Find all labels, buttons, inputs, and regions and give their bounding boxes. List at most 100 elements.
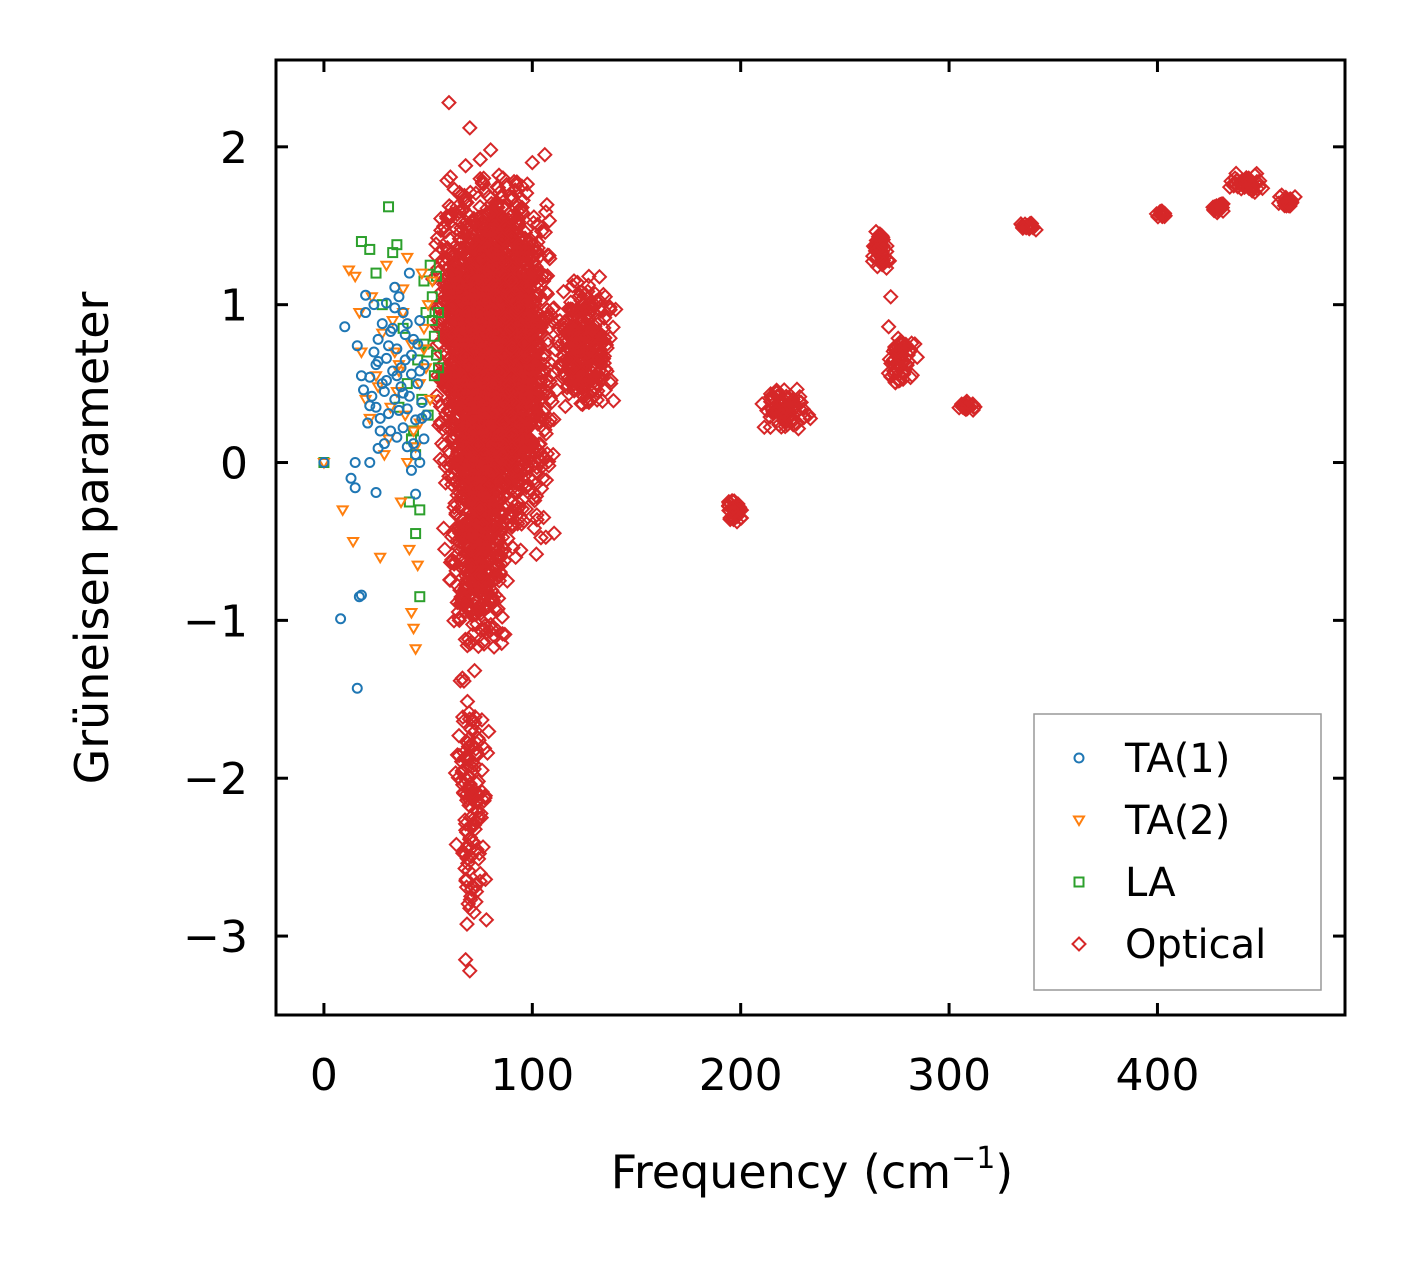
plot-frame [274,58,1347,1017]
optical-point [474,365,491,382]
optical-point [459,916,475,933]
optical-point [456,844,473,861]
ta1-point [391,431,403,443]
optical-point [440,394,457,411]
la-point [430,349,442,361]
legend-label: Optical [1125,922,1266,968]
optical-point [462,217,479,234]
optical-point [472,500,488,516]
optical-point [1223,173,1240,190]
x-tick-label: 400 [1115,1050,1199,1101]
optical-point [577,286,594,303]
ta1-point [418,433,430,445]
optical-point [895,371,912,388]
optical-point [573,318,590,334]
optical-point [474,224,491,241]
optical-point [477,787,494,804]
la-point [370,267,382,279]
optical-point [499,572,516,589]
optical-point [487,587,504,603]
optical-point [529,511,545,528]
optical-point [501,376,518,393]
optical-point [887,374,904,390]
optical-point [594,393,611,410]
optical-point [1248,165,1265,182]
x-axis-label: Frequency (cm−1) [611,1141,1014,1199]
series-ta1 [318,267,432,694]
optical-point [541,212,558,229]
optical-point [485,518,502,534]
optical-point [454,591,471,607]
optical-point [488,352,505,368]
optical-point [428,387,445,404]
ta1-point [412,378,424,390]
optical-point [470,334,487,351]
optical-point [534,470,551,487]
optical-point [468,284,485,301]
optical-point [478,340,495,357]
optical-point [477,322,494,339]
optical-point [463,819,480,836]
optical-point [785,391,801,408]
optical-point [580,268,597,285]
optical-point [474,272,491,289]
optical-point [551,312,568,329]
optical-point [457,477,474,494]
optical-point [443,299,460,315]
ta1-point [349,482,361,494]
optical-point [555,283,572,300]
optical-point [458,334,475,351]
optical-point [518,391,534,408]
ta1-point [410,449,422,461]
optical-point [472,229,489,246]
ta1-point [339,321,351,333]
optical-point [549,333,565,350]
la-point [364,243,376,255]
ta1-point [351,340,363,352]
optical-point [476,621,493,638]
optical-point [754,395,771,412]
ta1-point [364,371,376,383]
optical-point [546,525,563,542]
optical-point [436,541,453,558]
ta2-point [394,497,408,509]
optical-point [511,242,528,258]
ta1-point [372,442,384,454]
optical-point [733,510,750,526]
optical-point [435,520,452,537]
ta1-point [351,682,363,694]
optical-point [516,335,533,352]
ta2-point [400,252,415,265]
ta2-point [346,536,360,549]
ta2-point [425,276,440,288]
optical-point [471,309,488,326]
la-point [414,504,426,516]
y-tick-label: 1 [220,281,248,332]
optical-point [521,270,538,287]
optical-point [509,461,526,477]
optical-point [454,709,471,725]
optical-point [513,416,530,433]
optical-point [878,260,895,276]
optical-point [902,369,919,386]
optical-point [490,529,506,546]
optical-point [756,419,773,436]
optical-point [480,723,497,740]
optical-point [457,261,474,278]
optical-point [429,367,446,384]
optical-point [438,419,455,436]
optical-point [722,510,739,526]
ta1-point [362,417,374,429]
ta1-point [414,365,426,377]
optical-point [1014,220,1031,237]
ta1-point [405,464,417,476]
legend-label: TA(2) [1124,798,1230,844]
optical-point [479,312,496,329]
optical-point [575,370,592,386]
y-axis-label: Grüneisen parameter [65,291,119,784]
ta1-point [383,408,395,420]
optical-point [587,285,604,302]
optical-point [586,296,603,313]
optical-point [473,622,489,639]
